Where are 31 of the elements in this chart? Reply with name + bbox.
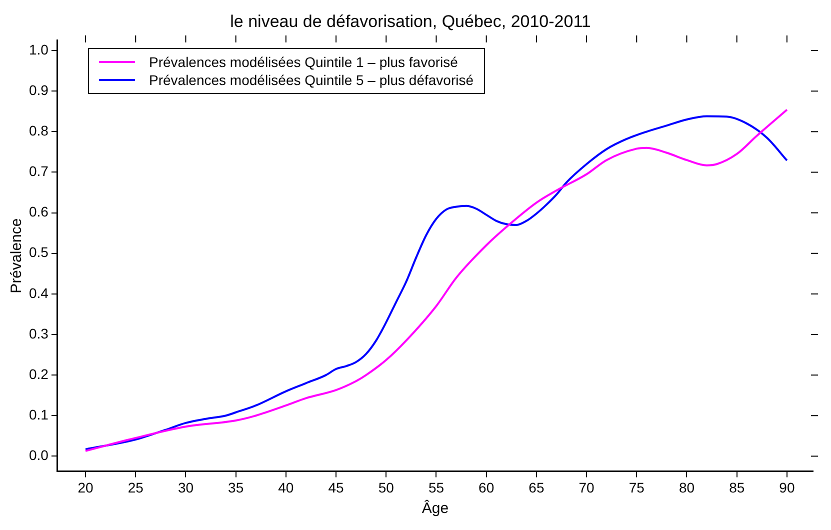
x-tick-label: 75 (628, 479, 645, 496)
x-tick-label: 55 (428, 479, 444, 496)
y-tick-label: 0.7 (28, 163, 49, 180)
x-tick-label: 70 (578, 479, 595, 496)
y-tick-label: 0.1 (28, 406, 49, 422)
y-tick-label: 0.0 (28, 447, 49, 464)
x-tick-label: 65 (528, 479, 544, 496)
y-tick-label: 0.2 (28, 366, 49, 382)
x-tick-label: 25 (128, 479, 144, 496)
x-tick-label: 20 (78, 479, 94, 496)
y-tick-label: 0.5 (28, 244, 49, 260)
x-tick-label: 50 (378, 479, 394, 496)
y-tick-label: 0.9 (28, 82, 49, 98)
chart-title: le niveau de défavorisation, Québec, 2010-2011 (230, 12, 591, 31)
legend-label: Prévalences modélisées Quintile 1 – plus favorisé (149, 53, 458, 71)
y-tick-label: 0.6 (28, 204, 49, 220)
x-tick-label: 35 (228, 479, 244, 496)
y-tick-label: 0.3 (28, 325, 49, 342)
y-axis-title: Prévalence (8, 218, 26, 294)
x-axis-title: Âge (422, 499, 449, 518)
x-tick-label: 85 (729, 479, 745, 496)
y-tick-label: 0.4 (28, 284, 49, 301)
x-tick-label: 45 (328, 479, 344, 496)
x-tick-label: 90 (779, 479, 795, 496)
x-tick-label: 60 (478, 479, 494, 496)
x-tick-label: 80 (678, 479, 695, 496)
legend-label: Prévalences modélisées Quintile 5 – plus défavorisé (149, 71, 474, 89)
x-tick-label: 40 (278, 479, 294, 496)
y-tick-label: 0.8 (28, 122, 49, 139)
x-tick-label: 30 (178, 479, 194, 496)
y-tick-label: 1.0 (28, 41, 49, 58)
